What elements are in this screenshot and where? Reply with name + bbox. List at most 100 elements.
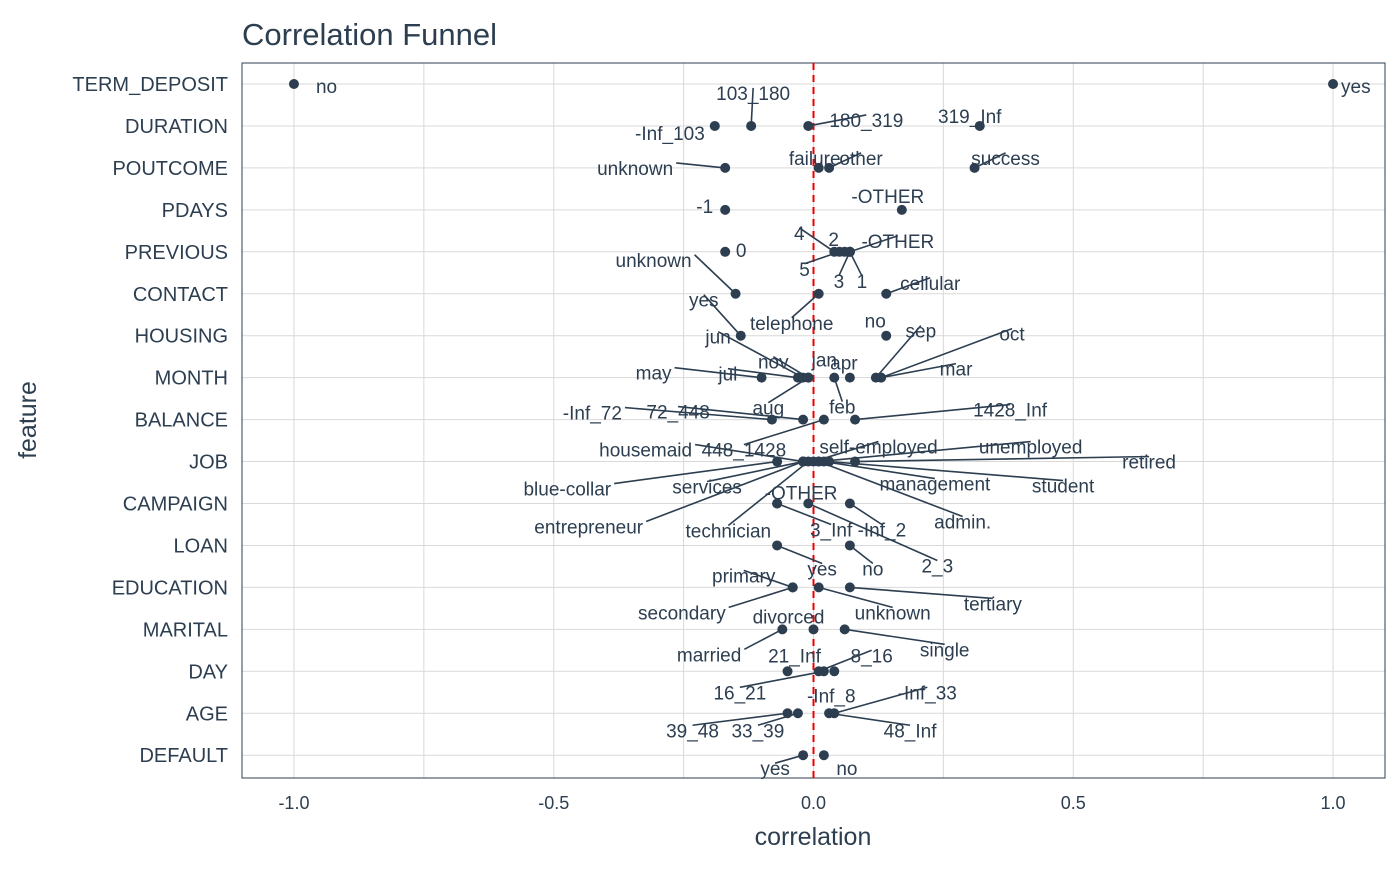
point-label-month-feb: feb: [829, 398, 855, 419]
point-label-duration-103-180: 103_180: [716, 84, 790, 105]
point-label-previous-0: 0: [736, 241, 747, 262]
point-job-admin: [813, 456, 824, 467]
point-education-primary: [787, 582, 798, 593]
feature-label-previous: PREVIOUS: [125, 242, 228, 264]
point-marital-married: [777, 624, 788, 635]
point-poutcome-success: [969, 162, 980, 173]
point-contact-cellular: [881, 288, 892, 299]
point-contact-unknown: [730, 288, 741, 299]
point-campaign-2-3: [803, 498, 814, 509]
point-month-apr: [844, 372, 855, 383]
point-label-term-deposit-no: no: [316, 77, 337, 98]
point-label-poutcome-other: other: [839, 149, 883, 170]
point-job-retired: [850, 456, 861, 467]
point-label-contact-unknown: unknown: [616, 251, 692, 272]
point-label-age-inf-33: -Inf_33: [898, 683, 957, 704]
feature-label-pdays: PDAYS: [162, 200, 228, 222]
point-label-month-aug: aug: [752, 399, 784, 420]
point-label-contact-cellular: cellular: [900, 274, 961, 295]
point-label-education-secondary: secondary: [638, 603, 726, 624]
point-label-housing-yes: yes: [689, 291, 719, 312]
leader-line-previous-other: [849, 235, 899, 253]
point-duration-180-319: [803, 120, 814, 131]
point-label-contact-telephone: telephone: [750, 314, 833, 335]
feature-label-month: MONTH: [155, 368, 228, 390]
point-label-job-technician: technician: [686, 522, 772, 543]
point-balance-inf-72: [766, 414, 777, 425]
point-term-deposit-no: [288, 79, 299, 89]
feature-label-duration: DURATION: [125, 116, 228, 138]
feature-label-poutcome: POUTCOME: [112, 158, 228, 180]
leader-line-month-may: [674, 366, 762, 379]
x-tick-label-0-5: -0.5: [538, 793, 569, 813]
chart-title: Correlation Funnel: [242, 17, 497, 52]
leader-line-education-secondary: [728, 586, 793, 609]
point-label-balance-448-1428: 448_1428: [702, 441, 787, 462]
point-label-job-entrepreneur: entrepreneur: [534, 518, 643, 539]
point-label-day-inf-8: -Inf_8: [807, 686, 856, 707]
point-poutcome-other: [824, 162, 835, 173]
point-label-month-jan: jan: [811, 351, 837, 372]
point-label-duration-319-inf: 319_Inf: [938, 107, 1002, 128]
point-label-housing-no: no: [865, 312, 886, 333]
point-month-aug: [803, 372, 814, 383]
point-label-job-management: management: [879, 475, 991, 496]
feature-label-age: AGE: [186, 703, 228, 725]
point-job-student: [824, 456, 835, 467]
point-housing-yes: [735, 330, 746, 341]
label-leader-lines: [614, 87, 1150, 764]
point-label-balance-72-448: 72_448: [646, 403, 709, 424]
leader-line-poutcome-success: [974, 152, 1006, 169]
leader-line-balance-72-448: [678, 405, 804, 421]
point-label-month-mar: mar: [940, 360, 973, 381]
leader-line-age-39-48: [692, 712, 788, 727]
leader-line-contact-telephone: [791, 293, 820, 319]
y-axis-title: feature: [14, 381, 42, 459]
leader-line-job-services: [706, 460, 804, 483]
point-balance-448-1428: [818, 414, 829, 425]
point-age-39-48: [782, 708, 793, 719]
leader-line-education-primary: [743, 569, 793, 589]
point-job-blue-collar: [772, 456, 783, 467]
leader-line-loan-yes: [776, 544, 823, 565]
point-housing-no: [881, 330, 892, 341]
point-label-job-admin: admin.: [934, 513, 991, 534]
point-label-duration-180-319: 180_319: [829, 111, 903, 132]
leader-line-education-unknown: [818, 586, 893, 609]
point-pdays-1: [720, 204, 731, 215]
x-tick-label-0-0: 0.0: [801, 793, 826, 813]
leader-line-duration-103-180: [750, 87, 754, 126]
leader-line-campaign-3-inf: [776, 502, 832, 526]
leader-line-housing-yes: [703, 294, 742, 337]
point-label-default-yes: yes: [760, 759, 790, 780]
leader-line-campaign-inf-2: [849, 502, 883, 526]
point-label-marital-married: married: [677, 645, 741, 666]
point-label-campaign-inf-2: -Inf_2: [858, 521, 907, 542]
point-day-inf-8: [829, 666, 840, 677]
feature-label-job: JOB: [189, 452, 228, 474]
leader-line-balance-448-1428: [743, 418, 825, 446]
point-education-tertiary: [844, 582, 855, 593]
point-duration-inf-103: [709, 120, 720, 131]
point-label-day-21-inf: 21_Inf: [768, 646, 822, 667]
point-label-age-33-39: 33_39: [731, 721, 784, 742]
leader-line-job-blue-collar: [614, 460, 778, 485]
point-previous-1: [844, 246, 855, 257]
point-contact-telephone: [813, 288, 824, 299]
point-label-month-oct: oct: [999, 325, 1025, 346]
point-age-33-39: [792, 708, 803, 719]
point-label-job-blue-collar: blue-collar: [523, 480, 611, 501]
point-age-inf-33: [829, 708, 840, 719]
point-marital-divorced: [808, 624, 819, 635]
feature-label-campaign: CAMPAIGN: [123, 494, 228, 516]
point-default-no: [818, 750, 829, 761]
point-poutcome-failure: [813, 162, 824, 173]
point-label-day-16-21: 16_21: [713, 683, 766, 704]
point-label-education-tertiary: tertiary: [964, 594, 1023, 615]
point-label-month-jul: jul: [717, 365, 737, 386]
feature-label-balance: BALANCE: [135, 410, 228, 432]
point-day-16-21: [818, 666, 829, 677]
leader-line-previous-4: [798, 227, 835, 253]
leader-line-contact-unknown: [694, 254, 737, 295]
leader-line-balance-inf-72: [624, 406, 773, 421]
